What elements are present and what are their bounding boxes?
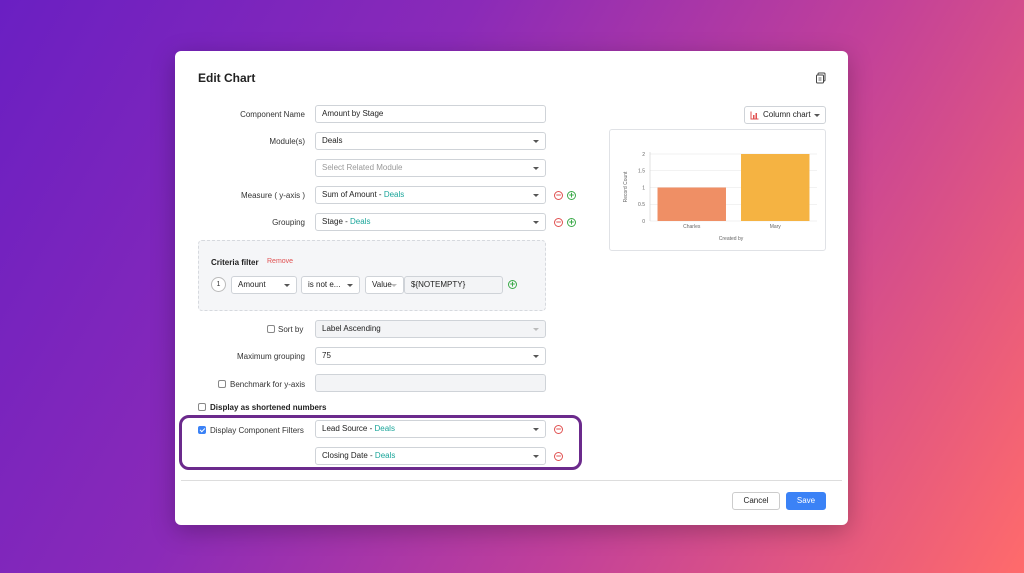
component-filter-value: Lead Source	[322, 424, 368, 433]
chart-y-tick-label: 1	[642, 185, 645, 191]
dialog-title: Edit Chart	[198, 71, 256, 85]
benchmark-label: Benchmark for y-axis	[230, 380, 306, 389]
criteria-value-input[interactable]: ${NOTEMPTY}	[404, 276, 503, 294]
save-button[interactable]: Save	[786, 492, 826, 510]
component-filters-highlight	[179, 415, 582, 470]
component-name-input[interactable]: Amount by Stage	[315, 105, 546, 123]
component-filter-module: Deals	[374, 451, 396, 460]
sort-by-select[interactable]: Label Ascending	[315, 320, 546, 338]
chart-y-tick-label: 0.5	[638, 202, 645, 208]
criteria-operator-value: is not e...	[308, 280, 341, 289]
sort-by-label: Sort by	[278, 325, 304, 334]
benchmark-input[interactable]	[315, 374, 546, 392]
measure-select[interactable]: Sum of Amount - Deals	[315, 186, 546, 204]
component-filter-value: Closing Date	[322, 451, 368, 460]
grouping-value: Stage	[322, 217, 343, 226]
benchmark-checkbox[interactable]	[218, 380, 226, 388]
criteria-filter-title: Criteria filter	[211, 258, 259, 267]
cancel-button[interactable]: Cancel	[732, 492, 780, 510]
remove-component-filter-button[interactable]: −	[554, 424, 563, 434]
measure-label: Measure ( y-axis )	[240, 191, 305, 200]
chevron-down-icon	[347, 284, 353, 287]
criteria-value-type-select[interactable]: Value	[365, 276, 404, 294]
remove-measure-button[interactable]: −	[554, 190, 563, 200]
max-grouping-select[interactable]: 75	[315, 347, 546, 365]
chevron-down-icon	[533, 140, 539, 143]
sort-by-checkbox[interactable]	[267, 325, 275, 333]
modules-label: Module(s)	[269, 137, 305, 146]
chevron-down-icon	[814, 114, 820, 117]
add-criteria-button[interactable]: +	[508, 279, 517, 289]
max-grouping-label: Maximum grouping	[236, 352, 305, 361]
chevron-down-icon	[284, 284, 290, 287]
criteria-field-select[interactable]: Amount	[231, 276, 297, 294]
chevron-down-icon	[533, 355, 539, 358]
chart-x-axis-label: Created by	[719, 236, 744, 242]
grouping-module: Deals	[350, 217, 371, 226]
criteria-row-number: 1	[211, 277, 226, 292]
copy-icon[interactable]	[815, 72, 827, 84]
chevron-down-icon	[533, 455, 539, 458]
criteria-field-value: Amount	[238, 280, 266, 289]
column-chart-icon	[750, 111, 759, 120]
measure-value: Sum of Amount	[322, 190, 377, 199]
edit-chart-dialog: Edit Chart Component Name Amount by Stag…	[175, 51, 848, 525]
chevron-down-icon	[533, 167, 539, 170]
measure-module: Deals	[383, 190, 405, 199]
chart-bar-charles[interactable]	[657, 187, 726, 222]
chevron-down-icon	[533, 428, 539, 431]
chart-type-select[interactable]: Column chart	[744, 106, 826, 124]
max-grouping-value: 75	[322, 351, 331, 360]
footer-divider	[181, 480, 842, 481]
component-filters-checkbox[interactable]	[198, 426, 206, 434]
component-name-label: Component Name	[240, 110, 305, 119]
grouping-label: Grouping	[272, 218, 305, 227]
chevron-down-icon	[533, 221, 539, 224]
chart-preview: 0 0.5 1 1.5 2 Charles Mary Record Count Create…	[609, 129, 826, 251]
chart-bar-mary[interactable]	[741, 154, 810, 221]
chart-svg: 0 0.5 1 1.5 2 Charles Mary Record Count Create…	[623, 152, 817, 242]
criteria-filter-panel: Criteria filter Remove 1 Amount is not e…	[198, 240, 546, 311]
component-filter-module: Deals	[374, 424, 395, 433]
chart-y-tick-label: 1.5	[638, 169, 645, 175]
chart-y-tick-label: 0	[642, 219, 645, 225]
remove-component-filter-button[interactable]: −	[554, 451, 563, 461]
chart-x-tick-label: Mary	[770, 224, 782, 230]
chevron-down-icon	[391, 284, 397, 287]
chevron-down-icon	[533, 194, 539, 197]
component-filter-select-1[interactable]: Lead Source - Deals	[315, 420, 546, 438]
component-filter-select-2[interactable]: Closing Date - Deals	[315, 447, 546, 465]
module-select-value: Deals	[322, 136, 343, 145]
shortened-numbers-label: Display as shortened numbers	[210, 403, 327, 412]
chart-y-axis-label: Record Count	[623, 171, 629, 202]
chevron-down-icon	[533, 328, 539, 331]
module-select[interactable]: Deals	[315, 132, 546, 150]
add-grouping-button[interactable]: +	[567, 217, 576, 227]
criteria-value-type: Value	[372, 280, 392, 289]
related-module-select[interactable]: Select Related Module	[315, 159, 546, 177]
chart-type-value: Column chart	[763, 110, 811, 119]
criteria-operator-select[interactable]: is not e...	[301, 276, 360, 294]
criteria-remove-link[interactable]: Remove	[267, 258, 294, 265]
chart-y-tick-label: 2	[642, 152, 645, 158]
related-module-placeholder: Select Related Module	[322, 163, 403, 172]
component-filters-label: Display Component Filters	[210, 426, 304, 435]
remove-grouping-button[interactable]: −	[554, 217, 563, 227]
add-measure-button[interactable]: +	[567, 190, 576, 200]
shortened-numbers-checkbox[interactable]	[198, 403, 206, 411]
sort-by-value: Label Ascending	[322, 324, 381, 333]
grouping-select[interactable]: Stage - Deals	[315, 213, 546, 231]
chart-x-tick-label: Charles	[683, 224, 701, 230]
